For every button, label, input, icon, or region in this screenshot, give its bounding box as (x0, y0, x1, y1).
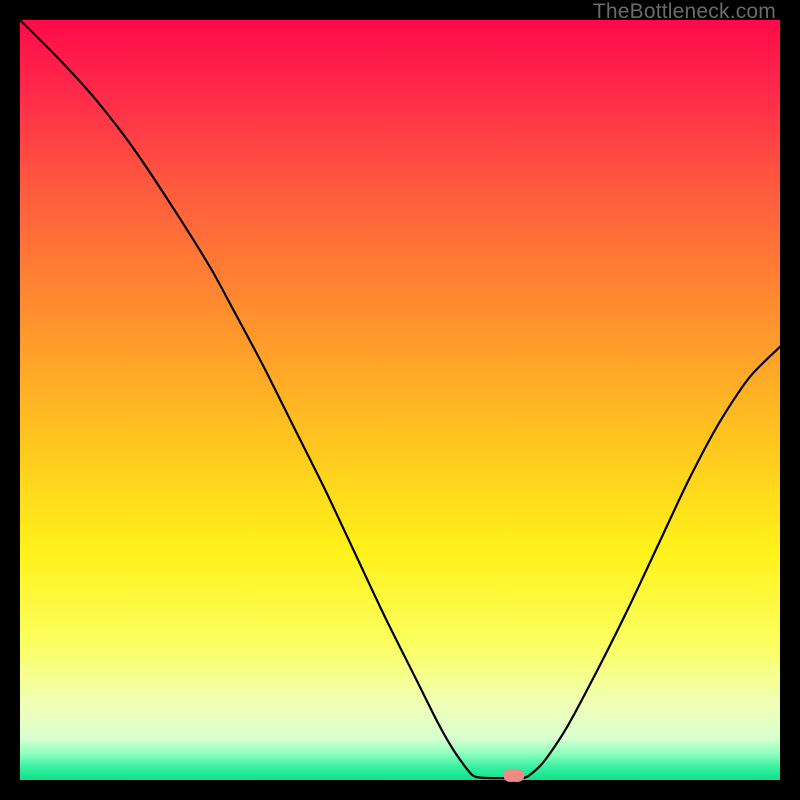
optimal-marker (503, 769, 524, 781)
bottleneck-curve (20, 20, 780, 780)
chart-frame: TheBottleneck.com (0, 0, 800, 800)
plot-area (20, 20, 780, 780)
